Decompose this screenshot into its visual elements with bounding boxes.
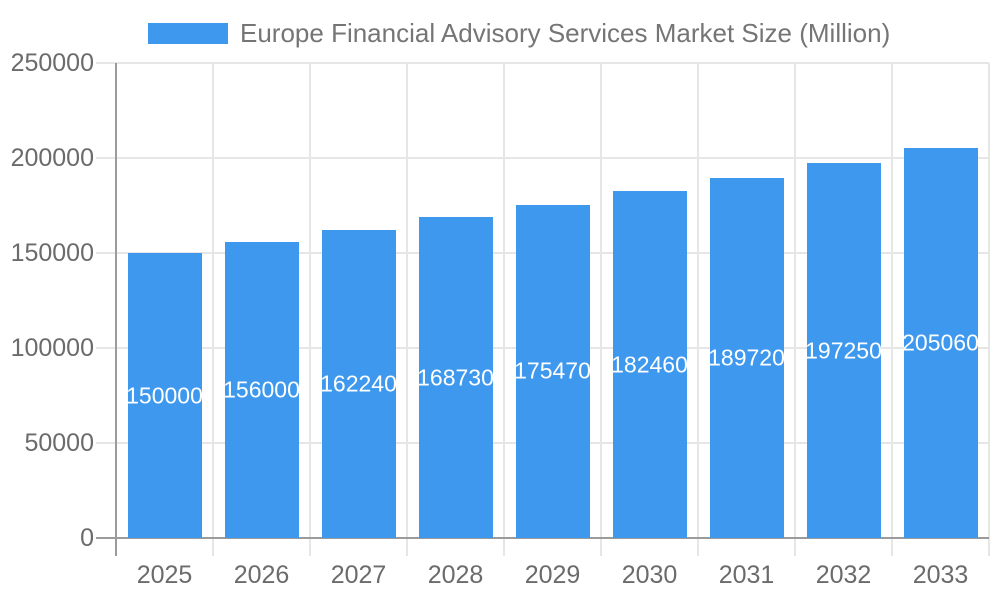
y-axis-tick-label: 0 <box>80 524 94 552</box>
gridline-horizontal <box>96 62 989 64</box>
bar-value-label: 182460 <box>611 351 688 378</box>
x-axis-tick-label: 2025 <box>136 561 193 589</box>
bar-value-label: 175470 <box>514 357 591 384</box>
y-axis-tick-label: 200000 <box>10 144 94 172</box>
gridline-vertical <box>697 63 699 556</box>
x-axis-tick-label: 2029 <box>524 561 581 589</box>
gridline-vertical <box>794 63 796 556</box>
bar-2029[interactable]: 175470 <box>514 204 591 538</box>
y-axis-tick-label: 150000 <box>10 239 94 267</box>
gridline-vertical <box>212 63 214 556</box>
y-axis-tick-label: 50000 <box>24 429 94 457</box>
y-axis-line <box>115 63 117 556</box>
bar-value-label: 168730 <box>417 364 494 391</box>
bar-2033[interactable]: 205060 <box>902 148 979 538</box>
chart-title: Europe Financial Advisory Services Marke… <box>240 18 891 48</box>
gridline-vertical <box>309 63 311 556</box>
bar-2030[interactable]: 182460 <box>611 191 688 538</box>
bar-2026[interactable]: 156000 <box>223 241 300 538</box>
bar-2027[interactable]: 162240 <box>320 229 397 538</box>
x-axis-tick-label: 2033 <box>912 561 969 589</box>
bar-value-label: 197250 <box>805 337 882 364</box>
gridline-vertical <box>503 63 505 556</box>
legend-color-swatch <box>148 23 228 44</box>
gridline-horizontal <box>96 157 989 159</box>
x-axis-tick-label: 2032 <box>815 561 872 589</box>
x-axis-tick-label: 2030 <box>621 561 678 589</box>
bar-value-label: 150000 <box>126 382 203 408</box>
x-axis-tick-label: 2028 <box>427 561 484 589</box>
x-axis-tick-label: 2031 <box>718 561 775 589</box>
bar-value-label: 189720 <box>708 344 785 371</box>
bar-2028[interactable]: 168730 <box>417 217 494 538</box>
y-axis-tick-label: 100000 <box>10 334 94 362</box>
bar-2032[interactable]: 197250 <box>805 163 882 538</box>
y-axis-tick-label: 250000 <box>10 49 94 77</box>
bar-2031[interactable]: 189720 <box>708 177 785 538</box>
bar-value-label: 162240 <box>320 370 397 397</box>
gridline-vertical <box>891 63 893 556</box>
x-axis-tick-label: 2027 <box>330 561 387 589</box>
x-axis-line <box>96 537 989 539</box>
gridline-vertical <box>988 63 990 556</box>
bar-2025[interactable]: 150000 <box>126 253 203 538</box>
bar-value-label: 156000 <box>223 376 300 403</box>
bar-value-label: 205060 <box>902 329 979 356</box>
gridline-vertical <box>406 63 408 556</box>
chart-legend: Europe Financial Advisory Services Marke… <box>0 0 1000 55</box>
gridline-vertical <box>600 63 602 556</box>
x-axis-tick-label: 2026 <box>233 561 290 589</box>
